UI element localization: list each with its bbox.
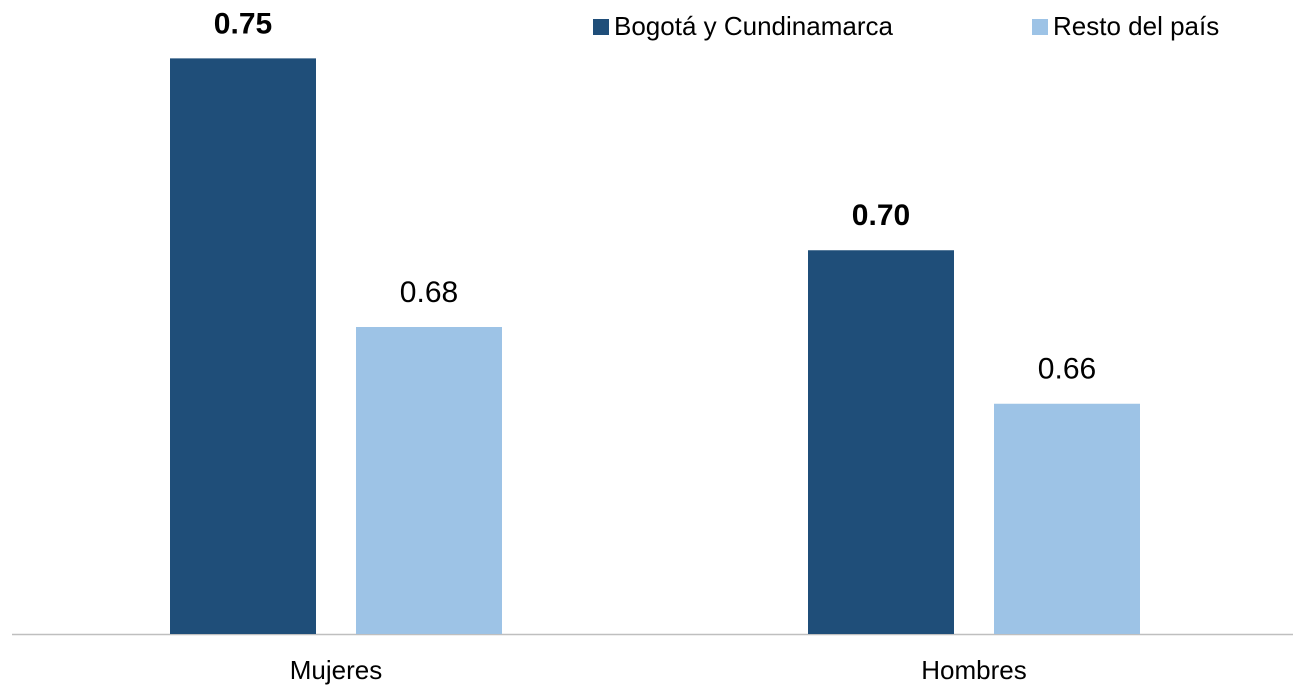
bar (994, 403, 1140, 634)
data-label: 0.75 (214, 7, 272, 40)
bar (356, 327, 502, 634)
legend-swatch (593, 19, 609, 35)
data-label: 0.70 (852, 199, 910, 232)
x-tick-label: Mujeres (290, 655, 382, 685)
data-label: 0.66 (1038, 353, 1096, 386)
bar (170, 58, 316, 634)
x-tick-label: Hombres (921, 655, 1026, 685)
legend-swatch (1032, 19, 1048, 35)
data-label: 0.68 (400, 276, 458, 309)
bar (808, 250, 954, 634)
legend-label: Resto del país (1053, 11, 1219, 41)
legend-label: Bogotá y Cundinamarca (614, 11, 893, 41)
